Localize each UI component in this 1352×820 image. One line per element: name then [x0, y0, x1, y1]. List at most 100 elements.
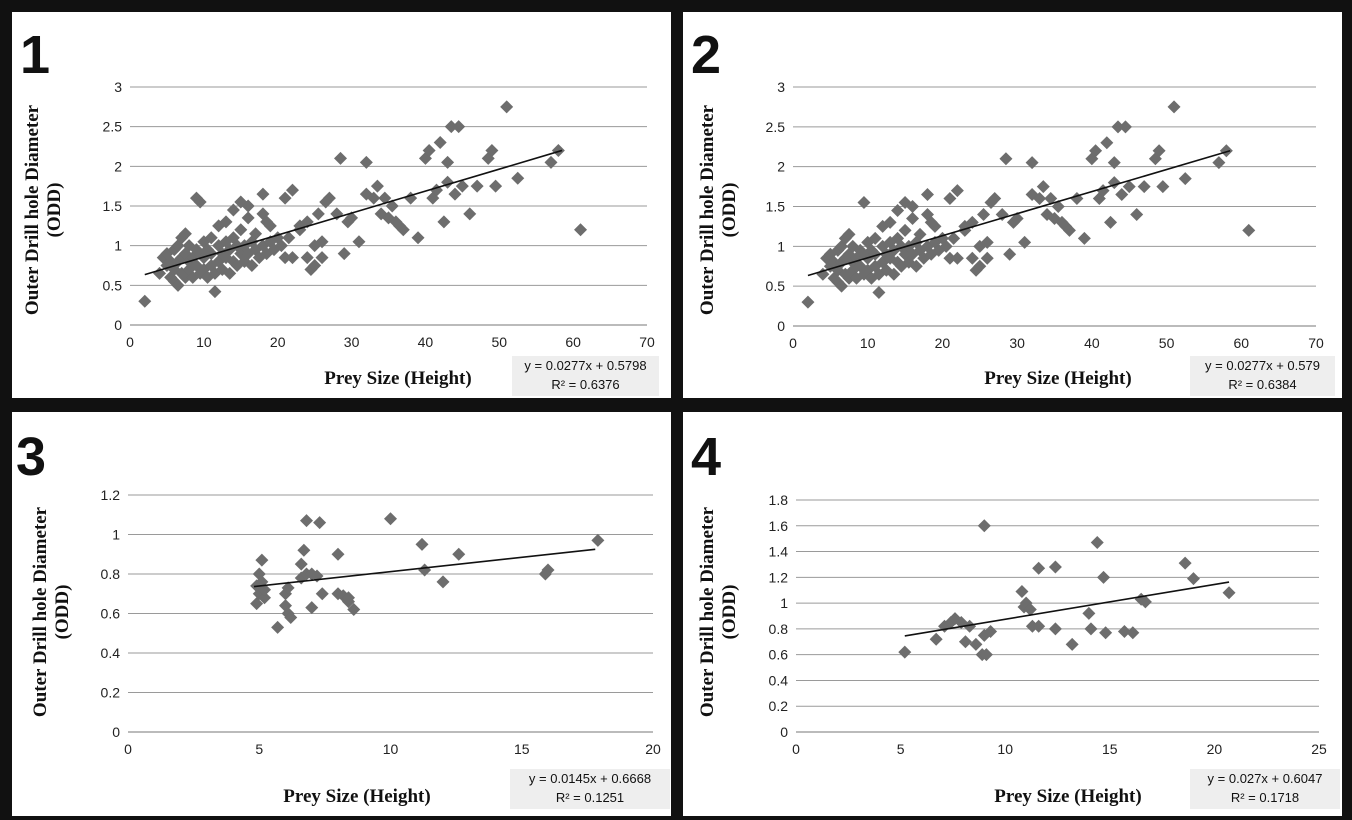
data-point — [234, 223, 248, 237]
x-tick-label: 60 — [1233, 335, 1249, 351]
data-point — [370, 179, 384, 193]
x-tick-label: 15 — [514, 741, 530, 757]
y-tick-label: 0 — [114, 317, 122, 333]
data-point — [255, 575, 269, 589]
data-point — [463, 207, 477, 221]
data-point — [258, 583, 271, 597]
data-point — [223, 266, 237, 280]
data-point — [979, 648, 993, 662]
data-point — [308, 259, 322, 272]
data-point — [1167, 100, 1181, 114]
data-point — [258, 591, 271, 605]
y-tick-label: 0.8 — [769, 621, 789, 637]
y-axis-title: Outer Drill hole Diameter — [22, 104, 43, 315]
y-axis-subtitle: (ODD) — [719, 183, 740, 238]
data-point — [452, 120, 466, 134]
data-point — [544, 155, 558, 169]
x-tick-label: 10 — [196, 334, 212, 350]
data-point — [958, 635, 972, 649]
trendline-equation-box: y = 0.0145x + 0.6668 R² = 0.1251 — [510, 769, 670, 809]
y-tick-label: 2 — [114, 158, 122, 174]
y-tick-label: 1.6 — [769, 518, 789, 534]
y-tick-label: 0 — [777, 318, 785, 334]
data-point — [1018, 235, 1032, 249]
data-point — [489, 179, 503, 193]
data-point — [950, 251, 964, 265]
data-point — [278, 191, 292, 205]
data-point — [311, 207, 325, 221]
data-point — [1044, 192, 1058, 206]
data-point — [876, 239, 890, 253]
trendline — [807, 150, 1231, 277]
x-tick-label: 10 — [860, 335, 876, 351]
data-point — [284, 610, 298, 624]
data-point — [939, 239, 953, 253]
data-point — [322, 191, 336, 205]
data-point — [898, 645, 912, 659]
data-point — [1212, 156, 1226, 170]
data-point — [342, 591, 355, 605]
x-tick-label: 40 — [1084, 335, 1100, 351]
y-axis-subtitle: (ODD) — [44, 183, 65, 238]
x-tick-label: 15 — [1102, 741, 1118, 757]
data-point — [511, 171, 525, 185]
data-point — [367, 191, 381, 205]
data-point — [965, 215, 979, 229]
data-point — [411, 231, 425, 245]
chart-panel-2: 2 0 0.5 1 1.5 2 2.5 3 0 10 20 30 40 50 60 70 Outer Dril… — [683, 12, 1342, 398]
y-axis-title: Outer Drill hole Diameter — [697, 506, 718, 717]
data-point — [278, 251, 292, 265]
chart-panel-1: 1 0 0.5 1 1.5 2 2.5 3 0 10 20 30 40 50 60 70 Outer Dril… — [12, 12, 671, 398]
data-point — [1100, 136, 1114, 150]
data-point — [193, 195, 207, 209]
data-point — [138, 294, 152, 308]
data-point — [1032, 619, 1046, 633]
data-point — [448, 187, 462, 201]
data-point — [1178, 556, 1192, 570]
data-point — [947, 231, 961, 245]
x-tick-label: 0 — [789, 335, 797, 351]
data-point — [920, 188, 934, 202]
data-point — [305, 601, 319, 615]
data-point — [359, 155, 373, 169]
x-tick-label: 20 — [270, 334, 286, 350]
scatter-chart: 0 0.2 0.4 0.6 0.8 1 1.2 1.4 1.6 1.8 0 5 10 15 20 25 Oute… — [697, 492, 1327, 807]
data-point — [1085, 152, 1099, 166]
data-point — [396, 223, 410, 237]
data-point — [384, 512, 397, 526]
x-tick-label: 70 — [639, 334, 655, 350]
data-point — [1003, 247, 1017, 261]
panel-number: 3 — [16, 427, 47, 487]
data-point — [913, 227, 927, 241]
data-point — [801, 295, 815, 309]
data-point — [984, 624, 998, 638]
data-point — [1219, 144, 1233, 158]
x-tick-label: 70 — [1308, 335, 1324, 351]
y-tick-label: 0.5 — [103, 277, 123, 293]
data-point — [1089, 144, 1103, 158]
x-axis-title: Prey Size (Height) — [994, 786, 1141, 807]
y-tick-label: 1.4 — [769, 544, 789, 560]
trendline — [144, 149, 563, 276]
x-tick-label: 60 — [565, 334, 581, 350]
data-point — [1070, 192, 1084, 206]
y-tick-label: 0.2 — [101, 685, 121, 701]
data-point — [906, 211, 920, 225]
trendline-equation: y = 0.0277x + 0.5798 — [524, 358, 647, 373]
data-point — [868, 247, 882, 261]
data-point — [1178, 172, 1192, 186]
data-point — [347, 603, 361, 617]
y-tick-label: 1 — [114, 238, 122, 254]
data-point — [226, 203, 240, 217]
y-tick-label: 0.4 — [101, 645, 121, 661]
trendline-equation-box: y = 0.0277x + 0.579 R² = 0.6384 — [1190, 356, 1335, 396]
data-point — [950, 184, 964, 198]
x-axis-title: Prey Size (Height) — [984, 368, 1131, 389]
data-point — [274, 239, 288, 253]
y-tick-label: 0.6 — [769, 647, 789, 663]
x-tick-label: 10 — [383, 741, 399, 757]
data-point — [1097, 570, 1111, 584]
y-tick-label: 2 — [777, 159, 785, 175]
data-point — [1156, 180, 1170, 194]
